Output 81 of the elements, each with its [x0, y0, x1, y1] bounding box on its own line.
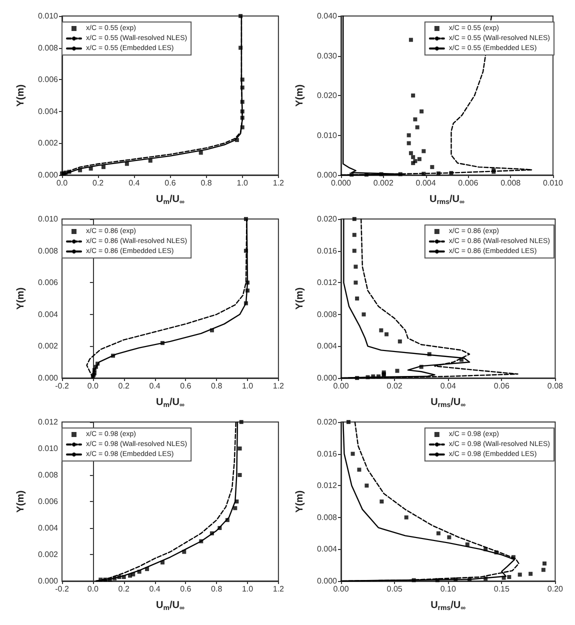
y-axis-title: Y(m)	[16, 287, 26, 310]
y-tick-label: 0.002	[38, 550, 59, 559]
y-tick-label: 0.002	[38, 138, 59, 148]
x-tick-label: 0.00	[333, 584, 350, 594]
x-tick-label: 0.8	[211, 382, 223, 390]
y-tick-label: 0.000	[316, 374, 338, 382]
x-tick-label: 0.20	[547, 584, 564, 594]
y-tick-label: 0.000	[38, 170, 59, 180]
x-tick-label: 0.08	[547, 382, 564, 390]
x-tick-label: 1.0	[242, 584, 254, 594]
y-tick-label: 0.000	[316, 170, 338, 180]
x-tick-label: 0.4	[149, 382, 161, 390]
x-tick-label: -0.2	[55, 382, 70, 390]
y-tick-label: 0.010	[38, 444, 59, 453]
y-tick-label: 0.008	[38, 43, 59, 52]
y-tick-label: 0.016	[316, 246, 338, 256]
y-tick-label: 0.004	[38, 310, 59, 319]
y-axis-title: Y(m)	[294, 287, 306, 310]
y-tick-label: 0.010	[38, 214, 59, 224]
y-tick-label: 0.000	[38, 576, 59, 586]
x-tick-label: 0.0	[56, 178, 68, 188]
x-tick-label: 0.00	[333, 382, 350, 390]
y-tick-label: 0.008	[316, 512, 338, 522]
y-axis-title: Y(m)	[16, 490, 26, 513]
x-tick-label: 0.05	[386, 584, 403, 594]
x-tick-label: 0.6	[164, 178, 176, 188]
y-tick-label: 0.010	[316, 130, 338, 140]
y-tick-label: 0.008	[38, 470, 59, 480]
y-tick-label: 0.002	[38, 342, 59, 351]
y-tick-label: 0.006	[38, 497, 59, 506]
x-tick-label: 0.8	[200, 178, 212, 188]
x-tick-label: 0.002	[373, 178, 394, 188]
y-tick-label: 0.012	[316, 481, 338, 490]
y-tick-label: 0.004	[316, 544, 338, 554]
x-tick-label: 1.2	[272, 178, 285, 188]
x-tick-label: 0.0	[87, 584, 100, 594]
y-tick-label: 0.000	[316, 576, 338, 586]
x-tick-label: 0.006	[458, 178, 479, 188]
x-tick-label: 0.4	[149, 584, 161, 594]
y-tick-label: 0.016	[316, 449, 338, 458]
y-tick-label: 0.006	[38, 278, 59, 288]
x-tick-label: 0.6	[180, 382, 192, 390]
y-tick-label: 0.020	[316, 91, 338, 100]
y-axis-title: Y(m)	[294, 490, 306, 513]
y-tick-label: 0.040	[316, 12, 338, 20]
y-axis-title: Y(m)	[16, 84, 26, 107]
y-tick-label: 0.010	[38, 12, 59, 20]
y-tick-label: 0.020	[316, 214, 338, 224]
y-tick-label: 0.008	[316, 310, 338, 319]
y-tick-label: 0.020	[316, 418, 338, 426]
x-tick-label: 0.04	[440, 382, 456, 390]
x-tick-label: 0.4	[128, 178, 140, 188]
x-tick-label: 1.0	[242, 382, 254, 390]
y-tick-label: 0.006	[38, 75, 59, 84]
x-tick-label: 0.000	[330, 178, 352, 188]
x-tick-label: 0.010	[542, 178, 564, 188]
y-tick-label: 0.000	[38, 374, 59, 382]
y-tick-label: 0.012	[38, 418, 59, 426]
x-tick-label: -0.2	[55, 584, 70, 594]
y-tick-label: 0.008	[38, 246, 59, 256]
x-tick-label: 0.10	[440, 584, 456, 594]
y-tick-label: 0.004	[316, 342, 338, 351]
x-tick-label: 0.8	[211, 584, 223, 594]
x-tick-label: 0.02	[386, 382, 403, 390]
y-tick-label: 0.030	[316, 51, 338, 60]
x-tick-label: 0.2	[118, 382, 130, 390]
x-tick-label: 0.06	[494, 382, 510, 390]
y-tick-label: 0.012	[316, 278, 338, 288]
x-tick-label: 1.2	[272, 584, 285, 594]
x-tick-label: 0.2	[118, 584, 130, 594]
x-tick-label: 0.2	[92, 178, 104, 188]
y-tick-label: 0.004	[38, 524, 59, 532]
x-tick-label: 1.0	[236, 178, 248, 188]
x-tick-label: 0.004	[416, 178, 436, 188]
y-tick-label: 0.004	[38, 106, 59, 116]
x-tick-label: 1.2	[272, 382, 285, 390]
x-tick-label: 0.15	[494, 584, 510, 594]
x-tick-label: 0.0	[87, 382, 100, 390]
x-tick-label: 0.008	[500, 178, 522, 188]
y-axis-title: Y(m)	[294, 84, 306, 107]
x-tick-label: 0.6	[180, 584, 192, 594]
